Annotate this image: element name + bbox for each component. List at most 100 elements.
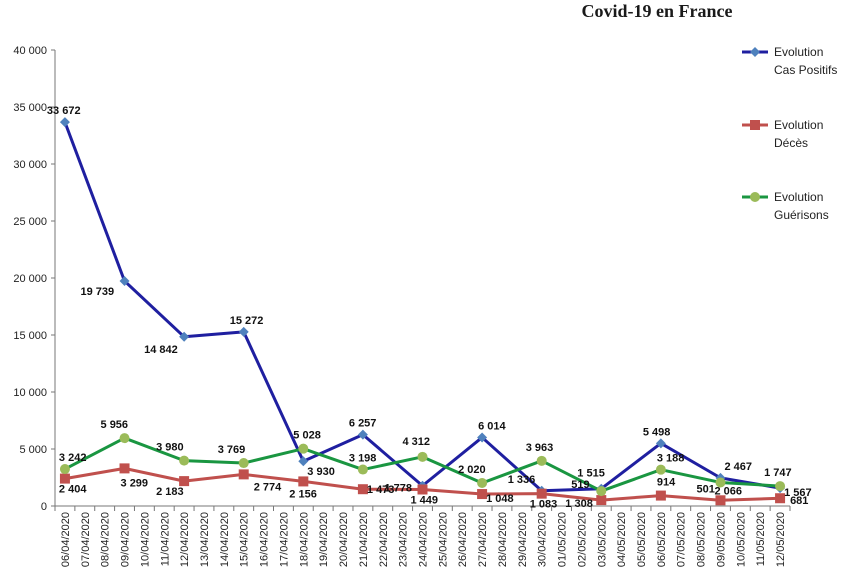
data-label: 3 963 (526, 442, 554, 454)
legend-label: Evolution Guérisons (774, 190, 829, 222)
data-label: 3 769 (218, 444, 246, 456)
point-marker (477, 477, 488, 488)
point-marker (655, 464, 666, 475)
x-tick-label: 13/04/2020 (199, 512, 211, 567)
x-tick-label: 16/04/2020 (259, 512, 271, 567)
data-label: 1 515 (577, 468, 605, 480)
x-tick-label: 10/05/2020 (735, 512, 747, 567)
legend-label: Evolution Cas Positifs (774, 45, 837, 77)
point-marker (477, 432, 488, 443)
y-tick-label: 10 000 (13, 387, 47, 399)
data-label: 1 567 (784, 487, 812, 499)
chart-title: Covid-19 en France (582, 1, 733, 21)
data-label: 4 312 (403, 436, 431, 448)
x-tick-label: 20/04/2020 (338, 512, 350, 567)
point-marker (238, 469, 249, 480)
data-label: 15 272 (230, 315, 264, 327)
point-marker (357, 484, 368, 495)
point-marker (238, 326, 249, 337)
x-tick-label: 24/04/2020 (418, 512, 430, 567)
legend-marker (750, 120, 760, 130)
data-labels: 33 672 19 739 14 842 15 272 3 930 6 257 1 778 6… (47, 105, 812, 511)
x-tick-label: 15/04/2020 (239, 512, 251, 567)
data-label: 5 028 (293, 430, 321, 442)
data-label: 2 774 (254, 481, 282, 493)
x-tick-label: 06/04/2020 (60, 512, 72, 567)
x-tick-label: 05/05/2020 (636, 512, 648, 567)
point-marker (536, 455, 547, 466)
point-marker (477, 489, 488, 500)
x-tick-label: 27/04/2020 (477, 512, 489, 567)
point-marker (298, 456, 309, 467)
point-marker (655, 438, 666, 449)
data-label: 3 980 (156, 442, 184, 454)
x-tick-label: 18/04/2020 (298, 512, 310, 567)
x-axis-ticks: 06/04/2020 07/04/2020 08/04/2020 09/04/2020… (54, 506, 791, 567)
x-tick-label: 19/04/2020 (318, 512, 330, 567)
point-marker (59, 464, 70, 475)
y-tick-label: 5 000 (19, 444, 47, 456)
data-label: 3 299 (121, 477, 149, 489)
point-marker (715, 495, 726, 506)
data-label: 19 739 (81, 286, 115, 298)
y-tick-label: 40 000 (13, 45, 47, 57)
x-tick-label: 07/05/2020 (676, 512, 688, 567)
y-tick-label: 35 000 (13, 102, 47, 114)
data-label: 2 404 (59, 484, 87, 496)
point-marker (357, 464, 368, 475)
x-tick-label: 07/04/2020 (80, 512, 92, 567)
data-label: 33 672 (47, 105, 81, 117)
data-label: 2 467 (724, 461, 752, 473)
point-marker (119, 275, 130, 286)
point-marker (417, 451, 428, 462)
data-label: 3 242 (59, 452, 87, 464)
x-tick-label: 08/04/2020 (100, 512, 112, 567)
point-marker (179, 476, 190, 487)
data-label: 1 747 (764, 467, 792, 479)
point-marker (357, 429, 368, 440)
point-marker (298, 476, 309, 487)
x-tick-label: 04/05/2020 (616, 512, 628, 567)
point-marker (775, 481, 786, 492)
x-tick-label: 08/05/2020 (696, 512, 708, 567)
x-tick-label: 11/04/2020 (159, 512, 171, 566)
x-tick-label: 06/05/2020 (656, 512, 668, 567)
data-label: 1 048 (486, 493, 514, 505)
data-label: 6 257 (349, 418, 377, 430)
data-label: 1 308 (565, 498, 593, 510)
x-tick-label: 17/04/2020 (278, 512, 290, 567)
data-label: 2 156 (289, 488, 317, 500)
data-label: 5 956 (101, 419, 129, 431)
y-tick-label: 15 000 (13, 330, 47, 342)
x-tick-label: 03/05/2020 (596, 512, 608, 567)
point-marker (298, 443, 309, 454)
x-tick-label: 28/04/2020 (497, 512, 509, 567)
x-tick-label: 25/04/2020 (437, 512, 449, 567)
data-label: 501 (696, 483, 714, 495)
y-tick-label: 20 000 (13, 273, 47, 285)
chart-series (59, 117, 786, 506)
point-marker (59, 473, 70, 484)
x-tick-label: 14/04/2020 (219, 512, 231, 567)
data-label: 6 014 (478, 420, 506, 432)
point-marker (536, 488, 547, 499)
point-marker (417, 484, 428, 495)
data-label: 519 (571, 479, 589, 491)
x-tick-label: 02/05/2020 (576, 512, 588, 567)
x-tick-label: 29/04/2020 (517, 512, 529, 567)
legend-marker (750, 47, 760, 57)
point-marker (179, 455, 190, 466)
data-label: 1 778 (385, 483, 413, 495)
data-label: 5 498 (643, 426, 671, 438)
point-marker (775, 493, 786, 504)
data-label: 3 930 (307, 466, 335, 478)
x-tick-label: 22/04/2020 (378, 512, 390, 567)
x-tick-label: 23/04/2020 (398, 512, 410, 567)
x-tick-label: 12/04/2020 (179, 512, 191, 567)
data-label: 1 336 (508, 474, 536, 486)
point-marker (715, 477, 726, 488)
data-label: 1 083 (530, 499, 558, 511)
x-tick-label: 09/05/2020 (715, 512, 727, 567)
y-tick-label: 25 000 (13, 216, 47, 228)
